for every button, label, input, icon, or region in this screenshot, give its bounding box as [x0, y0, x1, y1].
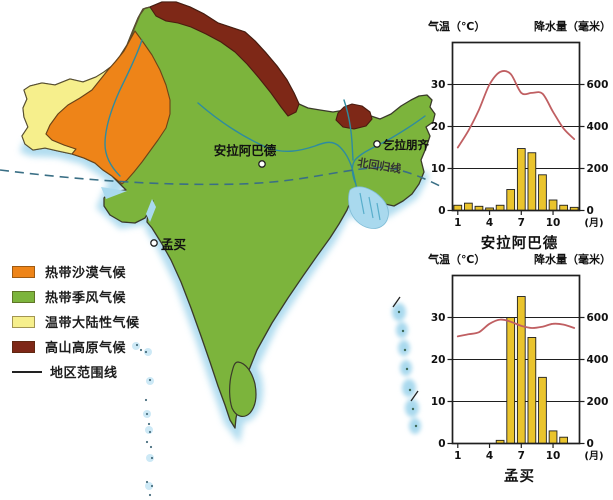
- ganges-river: [197, 102, 358, 190]
- climate-chart-mumbai: 气温（℃） 降水量（毫米） 0 0 10 200 20 400 30 600 1 4 7 10 (月) …: [427, 251, 612, 486]
- svg-text:(月): (月): [584, 217, 603, 229]
- svg-text:600: 600: [587, 79, 609, 91]
- legend-color-swatch: [12, 265, 35, 278]
- legend-label: 温带大陆性气候: [45, 316, 140, 331]
- city-dot-mumbai: [150, 239, 158, 247]
- svg-text:0: 0: [587, 205, 594, 217]
- svg-text:10: 10: [546, 217, 561, 229]
- legend-item-4: 地区范围线: [12, 359, 140, 384]
- temp-axis-unit: 气温（℃）: [428, 253, 486, 266]
- svg-text:200: 200: [587, 396, 609, 408]
- svg-text:30: 30: [431, 312, 446, 324]
- chart-title-allahabad: 安拉阿巴德: [480, 236, 559, 252]
- legend-line-sample: [12, 370, 42, 373]
- legend-item-3: 高山高原气候: [12, 334, 140, 359]
- region-alpine-plateau: [149, 1, 373, 130]
- ganges-tributary: [343, 99, 354, 161]
- boundary-slash-marks: [392, 296, 419, 402]
- legend-color-swatch: [12, 315, 35, 328]
- svg-text:200: 200: [587, 163, 609, 175]
- brahmaputra-river: [351, 115, 426, 183]
- legend-label: 高山高原气候: [45, 341, 127, 356]
- temp-axis-unit: 气温（℃）: [428, 20, 486, 33]
- legend-item-1: 热带季风气候: [12, 284, 140, 309]
- svg-text:400: 400: [587, 121, 609, 133]
- lakshadweep-islands: [131, 322, 154, 497]
- svg-text:1: 1: [454, 450, 461, 462]
- region-tropical-desert: [45, 30, 171, 185]
- svg-text:10: 10: [546, 450, 561, 462]
- tropic-of-cancer-line: [0, 166, 445, 189]
- legend-item-2: 温带大陆性气候: [12, 309, 140, 334]
- map-legend: 热带沙漠气候 热带季风气候 温带大陆性气候 高山高原气候 地区范围线: [12, 259, 140, 384]
- city-dot-cherrapunji: [373, 140, 381, 148]
- svg-text:30: 30: [431, 79, 446, 91]
- svg-text:7: 7: [518, 450, 525, 462]
- gulf-of-kutch: [101, 187, 127, 199]
- climate-chart-allahabad: 气温（℃） 降水量（毫米） 0 0 10 200 20 400 30 600 1 4 7 10 (月) …: [427, 18, 612, 253]
- city-marker-allahabad: 安拉阿巴德: [214, 143, 277, 168]
- city-marker-mumbai: 孟买: [150, 237, 186, 252]
- city-dot-allahabad: [258, 160, 266, 168]
- svg-text:10: 10: [431, 163, 446, 175]
- gujarat-gulfs: [101, 187, 156, 222]
- svg-text:10: 10: [431, 396, 446, 408]
- city-marker-cherrapunji: 乞拉朋齐: [373, 138, 429, 152]
- andaman-nicobar-islands: [392, 296, 421, 434]
- gulf-of-khambhat: [146, 199, 156, 222]
- legend-item-0: 热带沙漠气候: [12, 259, 140, 284]
- sri-lanka-island: [229, 361, 257, 418]
- svg-text:7: 7: [518, 217, 525, 229]
- legend-color-swatch: [12, 340, 35, 353]
- city-label-allahabad: 安拉阿巴德: [214, 143, 277, 158]
- svg-text:1: 1: [454, 217, 461, 229]
- precip-axis-unit: 降水量（毫米）: [534, 253, 611, 266]
- svg-text:20: 20: [431, 121, 446, 133]
- city-label-mumbai: 孟买: [161, 237, 186, 252]
- tropic-of-cancer-label: 北回归线: [357, 155, 403, 176]
- indus-river: [104, 39, 143, 177]
- legend-label: 热带沙漠气候: [45, 266, 127, 281]
- svg-text:20: 20: [431, 354, 446, 366]
- ganges-delta: [348, 186, 389, 229]
- svg-text:600: 600: [587, 312, 609, 324]
- svg-text:400: 400: [587, 354, 609, 366]
- south-asia-climate-map: 北回归线 安拉阿巴德 乞拉朋齐 孟买: [0, 1, 445, 497]
- chart-title-mumbai: 孟买: [504, 469, 535, 485]
- svg-text:0: 0: [438, 205, 445, 217]
- legend-color-swatch: [12, 290, 35, 303]
- svg-text:0: 0: [587, 438, 594, 450]
- climate-plot-mumbai: 0 0 10 200 20 400 30 600 1 4 7 10 (月): [431, 274, 609, 462]
- svg-text:(月): (月): [584, 450, 603, 462]
- city-label-cherrapunji: 乞拉朋齐: [383, 138, 429, 152]
- svg-text:0: 0: [438, 438, 445, 450]
- precip-axis-unit: 降水量（毫米）: [534, 20, 611, 33]
- svg-text:4: 4: [486, 450, 493, 462]
- legend-label: 地区范围线: [50, 366, 118, 381]
- rivers: [104, 39, 426, 190]
- svg-text:4: 4: [486, 217, 493, 229]
- legend-label: 热带季风气候: [45, 291, 127, 306]
- climate-plot-allahabad: 0 0 10 200 20 400 30 600 1 4 7 10 (月): [431, 41, 609, 229]
